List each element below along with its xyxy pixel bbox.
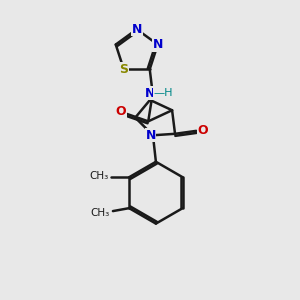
- Text: N: N: [153, 38, 163, 51]
- Text: CH₃: CH₃: [89, 171, 109, 181]
- Text: O: O: [116, 104, 127, 118]
- Text: S: S: [119, 63, 128, 76]
- Text: CH₃: CH₃: [91, 208, 110, 218]
- Text: N: N: [146, 129, 156, 142]
- Text: N: N: [132, 23, 142, 36]
- Text: —H: —H: [153, 88, 173, 98]
- Text: O: O: [197, 124, 208, 137]
- Text: N: N: [145, 87, 155, 100]
